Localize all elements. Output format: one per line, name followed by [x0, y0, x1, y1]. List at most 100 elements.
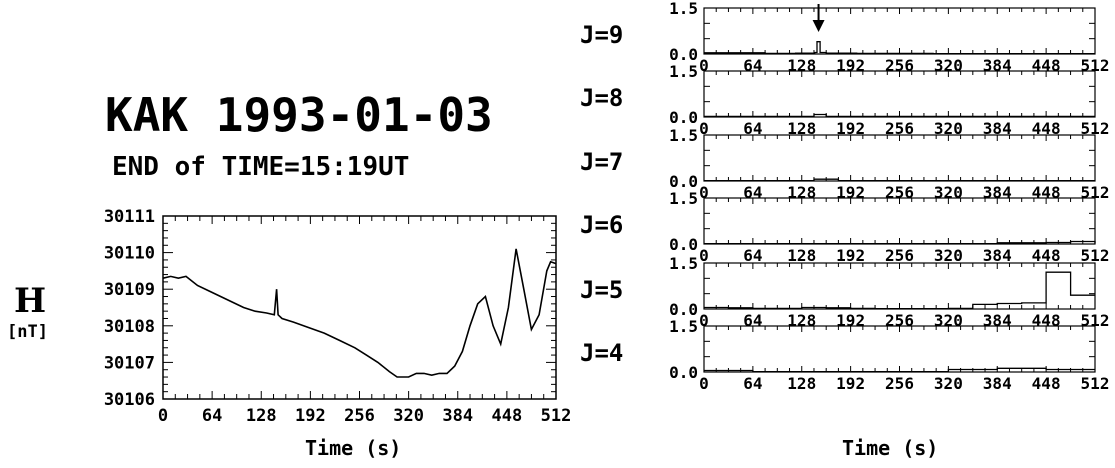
main-x-tick-label: 128 — [246, 406, 277, 426]
panel-x-tick-label: 128 — [787, 246, 816, 265]
panel-x-tick-label: 64 — [743, 119, 762, 138]
panel-x-tick-label: 256 — [885, 311, 914, 330]
panel-label: J=9 — [580, 21, 623, 49]
panel-x-tick-label: 0 — [699, 56, 709, 75]
panel-x-tick-label: 192 — [836, 311, 865, 330]
panel-x-tick-label: 256 — [885, 119, 914, 138]
panel-x-tick-label: 384 — [983, 119, 1012, 138]
panel-x-tick-label: 384 — [983, 311, 1012, 330]
panel-x-tick-label: 320 — [934, 119, 963, 138]
chart-title: KAK 1993-01-03 — [105, 88, 493, 142]
panel-frame — [703, 70, 1096, 118]
panel-x-tick-label: 320 — [934, 56, 963, 75]
panel-x-tick-label: 448 — [1032, 56, 1061, 75]
panel-x-tick-label: 256 — [885, 374, 914, 393]
x-axis-label-right: Time (s) — [842, 436, 939, 460]
main-x-tick-label: 448 — [492, 406, 523, 426]
panel-y-tick-label: 0.0 — [669, 300, 698, 319]
y-axis-unit: [nT] — [7, 322, 48, 342]
panel-x-tick-label: 192 — [836, 246, 865, 265]
panel-x-tick-label: 128 — [787, 311, 816, 330]
x-axis-label-left: Time (s) — [305, 436, 402, 460]
main-x-tick-label: 64 — [202, 406, 222, 426]
panel-step-series — [704, 367, 1095, 373]
main-series-line — [162, 248, 557, 378]
main-x-tick-label: 384 — [442, 406, 473, 426]
panel-y-tick-label: 0.0 — [669, 363, 698, 382]
panel-label: J=8 — [580, 84, 623, 112]
panel-x-tick-label: 448 — [1032, 246, 1061, 265]
panel-x-tick-label: 128 — [787, 119, 816, 138]
panel-frame — [703, 197, 1096, 245]
panel-y-tick-label: 1.5 — [669, 254, 698, 273]
panel-step-series — [704, 41, 1095, 55]
panel-step-series — [704, 240, 1096, 245]
panel-x-tick-label: 0 — [699, 119, 709, 138]
main-x-tick-label: 192 — [295, 406, 326, 426]
panel-label: J=5 — [580, 276, 623, 304]
panel-x-tick-label: 512 — [1081, 374, 1110, 393]
main-x-tick-label: 0 — [158, 406, 168, 426]
panel-x-tick-label: 64 — [743, 246, 762, 265]
panel-step-series — [704, 178, 1095, 182]
panel-label: J=7 — [580, 148, 623, 176]
arrow-head-icon — [812, 20, 825, 32]
panel-x-tick-label: 384 — [983, 183, 1012, 202]
panel-x-tick-label: 256 — [885, 183, 914, 202]
main-y-tick-label: 30109 — [104, 280, 155, 300]
main-y-tick-label: 30110 — [104, 244, 155, 264]
panel-y-tick-label: 1.5 — [669, 0, 698, 18]
panel-frame — [703, 7, 1096, 55]
panel-x-tick-label: 320 — [934, 374, 963, 393]
panel-x-tick-label: 64 — [743, 56, 762, 75]
panel-x-tick-label: 512 — [1081, 119, 1110, 138]
main-plot-frame — [162, 215, 557, 400]
panel-x-tick-label: 448 — [1032, 311, 1061, 330]
panel-x-tick-label: 192 — [836, 374, 865, 393]
panel-x-tick-label: 128 — [787, 56, 816, 75]
panel-frame — [703, 262, 1096, 310]
panel-y-tick-label: 0.0 — [669, 235, 698, 254]
panel-x-tick-label: 512 — [1081, 311, 1110, 330]
panel-x-tick-label: 0 — [699, 374, 709, 393]
panel-x-tick-label: 512 — [1081, 246, 1110, 265]
main-y-tick-label: 30111 — [104, 207, 155, 227]
panel-y-tick-label: 0.0 — [669, 108, 698, 127]
panel-x-tick-label: 448 — [1032, 374, 1061, 393]
panel-step-series — [704, 271, 1095, 310]
panel-x-tick-label: 64 — [743, 374, 762, 393]
panel-label: J=6 — [580, 211, 623, 239]
panel-label: J=4 — [580, 339, 623, 367]
panel-y-tick-label: 1.5 — [669, 317, 698, 336]
panel-y-tick-label: 1.5 — [669, 189, 698, 208]
panel-x-tick-label: 128 — [787, 183, 816, 202]
panel-x-tick-label: 512 — [1081, 56, 1110, 75]
panel-x-tick-label: 64 — [743, 183, 762, 202]
chart-subtitle: END of TIME=15:19UT — [112, 152, 410, 182]
main-x-tick-label: 320 — [393, 406, 424, 426]
main-y-tick-label: 30107 — [104, 353, 155, 373]
panel-x-tick-label: 320 — [934, 311, 963, 330]
main-x-tick-label: 256 — [344, 406, 375, 426]
panel-x-tick-label: 0 — [699, 246, 709, 265]
main-y-tick-label: 30106 — [104, 390, 155, 410]
panel-step-series — [704, 113, 1095, 118]
panel-x-tick-label: 64 — [743, 311, 762, 330]
panel-y-tick-label: 0.0 — [669, 45, 698, 64]
panel-x-tick-label: 320 — [934, 183, 963, 202]
panel-x-tick-label: 0 — [699, 183, 709, 202]
main-x-tick-label: 512 — [541, 406, 572, 426]
panel-x-tick-label: 512 — [1081, 183, 1110, 202]
panel-x-tick-label: 384 — [983, 246, 1012, 265]
panel-y-tick-label: 1.5 — [669, 126, 698, 145]
panel-x-tick-label: 448 — [1032, 119, 1061, 138]
panel-y-tick-label: 1.5 — [669, 62, 698, 81]
y-axis-label: H — [14, 281, 47, 321]
panel-x-tick-label: 0 — [699, 311, 709, 330]
panel-y-tick-label: 0.0 — [669, 172, 698, 191]
panel-x-tick-label: 128 — [787, 374, 816, 393]
panel-frame — [703, 134, 1096, 182]
panel-frame — [703, 325, 1096, 373]
panel-x-tick-label: 192 — [836, 56, 865, 75]
